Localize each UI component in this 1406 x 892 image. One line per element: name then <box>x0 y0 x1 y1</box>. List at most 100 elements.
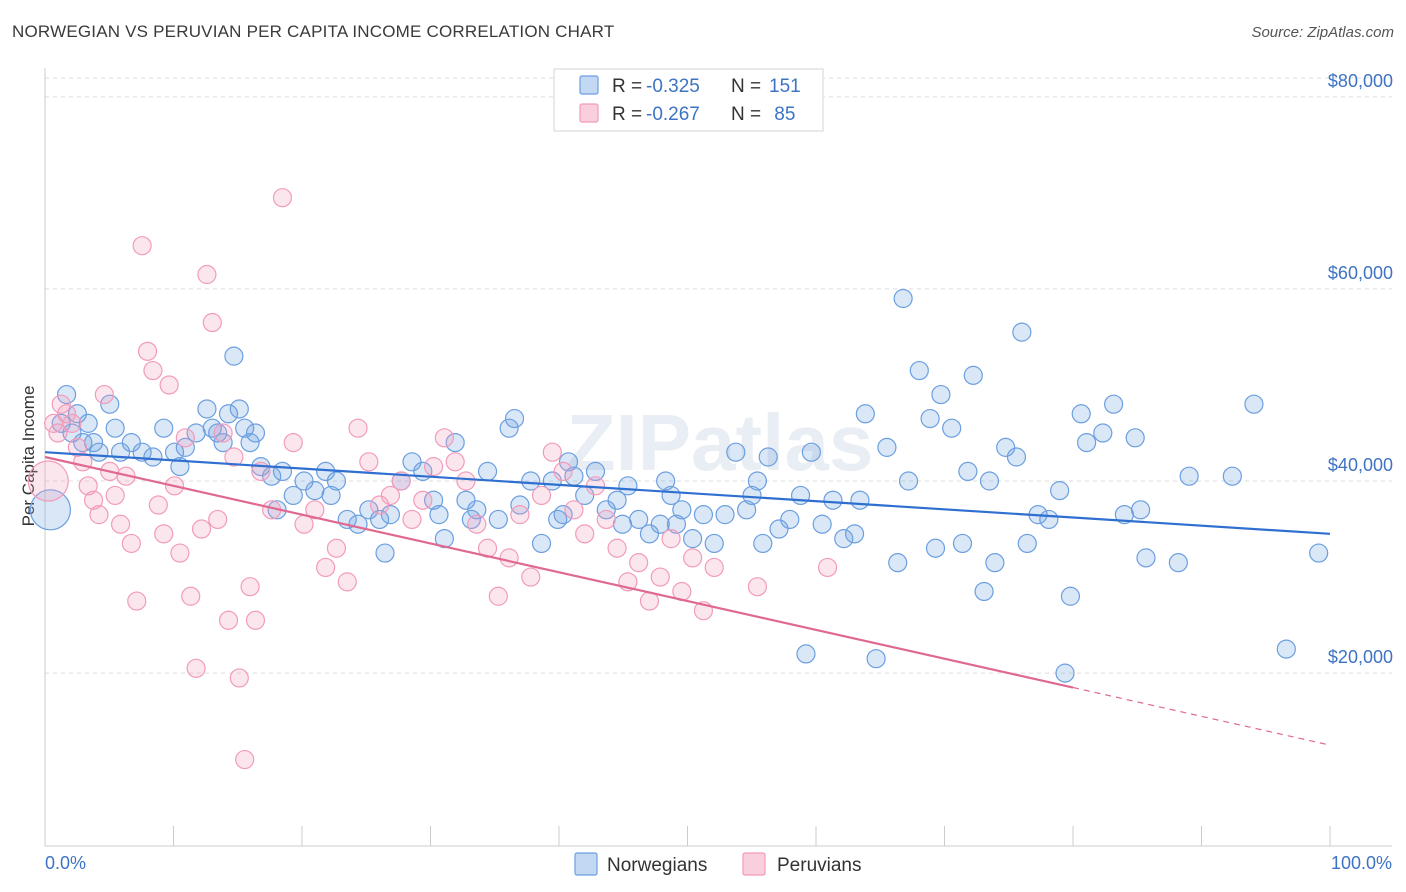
peruvians-point <box>127 591 147 611</box>
norwegians-point <box>866 649 886 669</box>
norwegians-point <box>893 288 913 309</box>
norwegians-point <box>1130 500 1151 520</box>
y-tick-label: $80,000 <box>1328 71 1393 91</box>
norwegians-point <box>801 442 821 462</box>
norwegians-point <box>1017 533 1037 554</box>
peruvians-point <box>154 524 174 544</box>
norwegians-point <box>467 500 487 520</box>
peruvians-point <box>202 312 222 333</box>
norwegians-point <box>78 413 98 433</box>
norwegians-point <box>985 553 1005 573</box>
norwegians-point <box>558 452 579 472</box>
norwegians-point <box>229 399 249 419</box>
norwegians-point <box>834 529 854 549</box>
x-tick-label-min: 0.0% <box>45 853 86 873</box>
peruvians-point <box>240 577 260 597</box>
norwegians-point <box>656 471 676 491</box>
norwegians-point <box>423 490 444 510</box>
peruvians-point <box>89 505 109 525</box>
peruvians-point <box>181 586 201 606</box>
norwegians-point <box>812 514 832 534</box>
norwegians-point <box>607 490 627 510</box>
bottom-legend-label-peruvians: Peruvians <box>777 855 862 876</box>
y-tick-label: $60,000 <box>1328 263 1393 283</box>
norwegians-point <box>245 423 266 443</box>
peruvians-point <box>499 548 519 568</box>
norwegians-point <box>272 461 293 482</box>
norwegians-point <box>67 404 87 424</box>
legend-n-value-peruvians: 85 <box>769 104 795 125</box>
norwegians-point <box>979 471 1000 491</box>
peruvians-point <box>272 188 293 208</box>
peruvians-point <box>137 341 158 361</box>
bottom-legend-label-norwegians: Norwegians <box>607 855 707 876</box>
norwegians-point <box>753 533 773 554</box>
peruvians-point <box>27 460 69 502</box>
norwegians-point <box>531 533 552 554</box>
norwegians-point <box>925 538 946 558</box>
norwegians-point <box>224 346 244 366</box>
norwegians-point <box>942 418 962 438</box>
norwegians-point <box>121 432 141 453</box>
chart-title: NORWEGIAN VS PERUVIAN PER CAPITA INCOME … <box>12 22 615 41</box>
peruvians-point <box>132 236 152 256</box>
peruvians-point <box>48 423 68 443</box>
norwegians-point <box>89 442 109 462</box>
norwegians-point <box>359 500 379 520</box>
norwegians-point <box>844 524 865 544</box>
bottom-legend-swatch-norwegians <box>574 852 598 876</box>
peruvians-point <box>170 543 190 563</box>
norwegians-point <box>952 533 973 554</box>
norwegians-point <box>639 524 660 544</box>
norwegians-point <box>1055 663 1075 683</box>
norwegians-point <box>931 384 951 405</box>
legend-n-label-peruvians: N = <box>731 104 761 125</box>
peruvians-point <box>326 538 347 558</box>
norwegians-point <box>585 461 606 482</box>
norwegians-point <box>240 432 260 453</box>
peruvians-point <box>56 404 77 424</box>
norwegians-point <box>1168 553 1188 573</box>
norwegians-point <box>213 432 233 453</box>
norwegians-point <box>758 447 778 467</box>
peruvians-point <box>148 495 168 515</box>
norwegians-point <box>1276 639 1296 659</box>
norwegians-point <box>321 485 341 506</box>
norwegians-point <box>855 404 875 424</box>
norwegians-point <box>823 490 843 510</box>
x-tick-label-max: 100.0% <box>1331 853 1392 873</box>
norwegians-point <box>175 437 195 457</box>
peruvians-point <box>704 557 724 578</box>
peruvians-point <box>629 553 649 573</box>
norwegians-point <box>1060 586 1081 606</box>
series-peruvians-points <box>27 188 838 770</box>
peruvians-point <box>402 509 422 530</box>
norwegians-point <box>521 471 541 491</box>
legend-swatch-peruvians <box>579 103 599 123</box>
peruvians-point <box>143 360 163 381</box>
norwegians-point <box>326 471 347 491</box>
norwegians-point <box>618 476 638 496</box>
norwegians-point <box>650 514 670 534</box>
norwegians-point <box>790 485 811 506</box>
peruvians-point <box>175 428 195 448</box>
norwegians-point <box>1071 404 1091 424</box>
norwegians-point <box>504 408 525 429</box>
norwegians-point <box>1093 423 1113 443</box>
norwegians-point <box>370 509 390 530</box>
norwegians-point <box>510 495 530 515</box>
peruvians-point <box>650 567 670 587</box>
norwegians-point <box>445 432 465 453</box>
peruvians-point <box>521 567 541 587</box>
peruvians-point <box>78 476 98 496</box>
peruvians-point <box>380 485 401 506</box>
norwegians-point <box>197 399 217 419</box>
norwegians-point <box>1050 481 1070 501</box>
norwegians-point <box>105 418 125 438</box>
legend-r-label-norwegians: R = <box>612 76 642 97</box>
peruvians-point <box>467 514 487 534</box>
norwegians-point <box>737 500 757 520</box>
correlation-legend-box <box>553 68 824 132</box>
y-tick-label: $20,000 <box>1328 647 1393 667</box>
